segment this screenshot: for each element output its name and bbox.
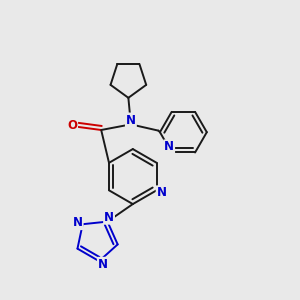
Text: N: N <box>73 216 83 229</box>
Text: N: N <box>104 211 114 224</box>
Text: N: N <box>98 258 108 271</box>
Text: O: O <box>67 119 77 132</box>
Text: N: N <box>164 140 174 153</box>
Text: N: N <box>157 186 166 199</box>
Text: N: N <box>126 113 136 127</box>
